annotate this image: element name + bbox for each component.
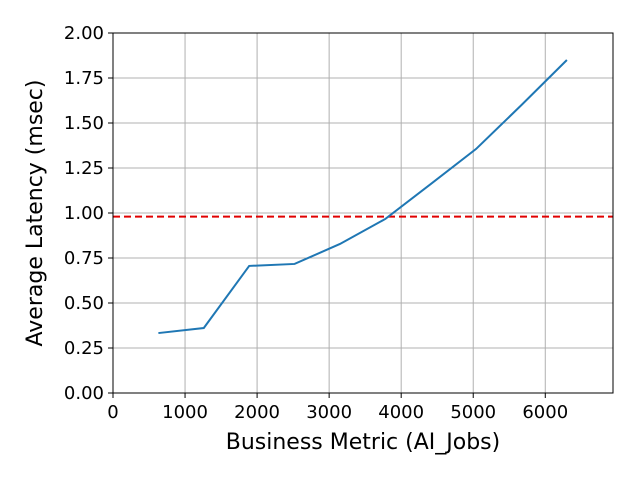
y-tick-label: 0.25	[64, 338, 104, 359]
y-tick-label: 1.75	[64, 68, 104, 89]
x-tick-label: 5000	[450, 402, 496, 423]
y-tick-label: 1.25	[64, 158, 104, 179]
x-tick-label: 3000	[306, 402, 352, 423]
y-axis-label: Average Latency (msec)	[23, 80, 48, 347]
y-tick-label: 0.00	[64, 383, 104, 404]
x-tick-label: 1000	[162, 402, 208, 423]
y-tick-label: 1.00	[64, 203, 104, 224]
x-tick-label: 6000	[522, 402, 568, 423]
plot-frame	[112, 32, 614, 394]
x-tick-label: 0	[107, 402, 118, 423]
y-tick-label: 2.00	[64, 23, 104, 44]
y-tick-label: 0.75	[64, 248, 104, 269]
x-tick-label: 2000	[234, 402, 280, 423]
line-series	[158, 59, 568, 335]
x-axis-label: Business Metric (AI_Jobs)	[226, 430, 500, 455]
y-tick-label: 0.50	[64, 293, 104, 314]
y-tick-label: 1.50	[64, 113, 104, 134]
x-tick-label: 4000	[378, 402, 424, 423]
